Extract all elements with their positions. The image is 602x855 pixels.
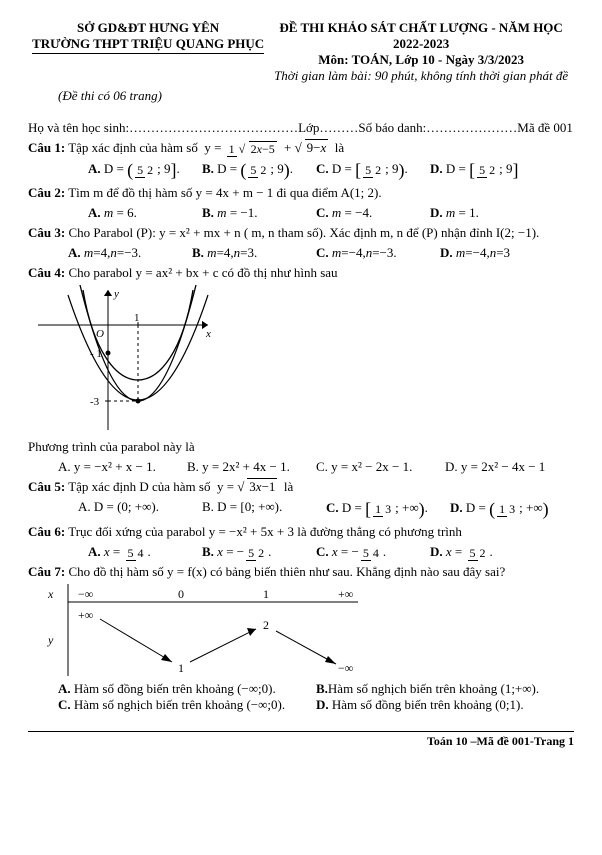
exam-title: ĐỀ THI KHẢO SÁT CHẤT LƯỢNG - NĂM HỌC 202… [268, 20, 574, 52]
q4-graph: y x O 1 - 1 -3 [28, 285, 574, 435]
footer: Toán 10 –Mã đề 001-Trang 1 [28, 734, 574, 749]
q4-stem: Câu 4: Cho parabol y = ax² + bx + c có đ… [28, 265, 574, 281]
header-block: SỞ GD&ĐT HƯNG YÊN TRƯỜNG THPT TRIỆU QUAN… [28, 20, 574, 84]
svg-text:1: 1 [178, 661, 184, 675]
svg-text:y: y [47, 633, 54, 647]
q1-answers: A. D = (52; 9]. B. D = (52; 9). C. D = [… [88, 160, 544, 181]
time: Thời gian làm bài: 90 phút, không tính t… [268, 68, 574, 84]
dept: SỞ GD&ĐT HƯNG YÊN [28, 20, 268, 36]
svg-text:-3: -3 [90, 396, 100, 408]
q5-answers: A. D = (0; +∞). B. D = [0; +∞). C. D = [… [78, 499, 574, 520]
header-left: SỞ GD&ĐT HƯNG YÊN TRƯỜNG THPT TRIỆU QUAN… [28, 20, 268, 84]
svg-text:2: 2 [263, 618, 269, 632]
q5-stem: Câu 5: Tập xác định D của hàm số y = 3x−… [28, 479, 574, 495]
student-info: Họ và tên học sinh:…………………………………Lớp………Số… [28, 120, 574, 136]
q6-stem: Câu 6: Trục đối xứng của parabol y = −x²… [28, 524, 574, 540]
q3-answers: A. m=4,n=−3. B. m=4,n=3. C. m=−4,n=−3. D… [68, 245, 564, 261]
header-right: ĐỀ THI KHẢO SÁT CHẤT LƯỢNG - NĂM HỌC 202… [268, 20, 574, 84]
pages: (Đề thi có 06 trang) [58, 88, 574, 104]
q7-table: x −∞ 0 1 +∞ y +∞ 1 2 −∞ [28, 584, 574, 679]
q3-stem: Câu 3: Cho Parabol (P): y = x² + mx + n … [28, 225, 574, 241]
q7-answers: A. Hàm số đồng biến trên khoảng (−∞;0). … [58, 681, 574, 713]
q6-answers: A. x = 54. B. x = −52. C. x = −54. D. x … [88, 544, 544, 560]
svg-text:x: x [47, 587, 54, 601]
svg-text:1: 1 [134, 312, 140, 324]
svg-text:+∞: +∞ [78, 608, 93, 622]
svg-text:+∞: +∞ [338, 587, 353, 601]
q7-stem: Câu 7: Cho đồ thị hàm số y = f(x) có bản… [28, 564, 574, 580]
subject: Môn: TOÁN, Lớp 10 - Ngày 3/3/2023 [268, 52, 574, 68]
svg-text:−∞: −∞ [78, 587, 93, 601]
svg-text:−∞: −∞ [338, 661, 353, 675]
q4-post: Phương trình của parabol này là [28, 439, 574, 455]
q2-stem: Câu 2: Tìm m để đồ thị hàm số y = 4x + m… [28, 185, 574, 201]
school: TRƯỜNG THPT TRIỆU QUANG PHỤC [28, 36, 268, 54]
q1-stem: Câu 1: Tập xác định của hàm số y = 12x−5… [28, 140, 574, 156]
svg-text:0: 0 [178, 587, 184, 601]
svg-text:1: 1 [263, 587, 269, 601]
q4-answers: A. y = −x² + x − 1. B. y = 2x² + 4x − 1.… [58, 459, 574, 475]
q2-answers: A. m = 6. B. m = −1. C. m = −4. D. m = 1… [88, 205, 544, 221]
